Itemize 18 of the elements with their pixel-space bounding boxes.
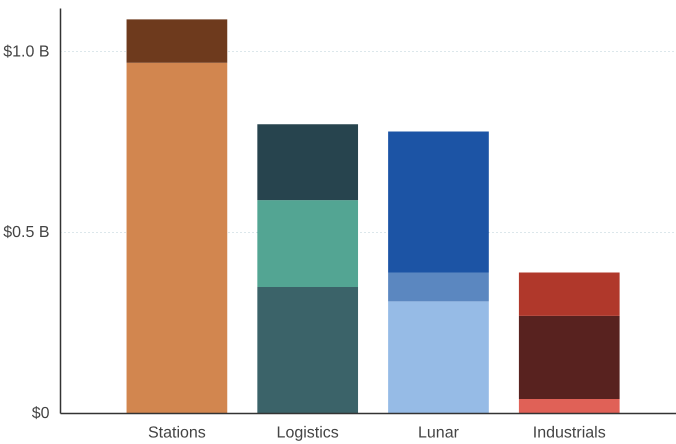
bar xyxy=(257,200,358,287)
bar xyxy=(518,272,620,316)
bar xyxy=(257,124,358,200)
bar xyxy=(518,316,620,400)
bar xyxy=(388,272,489,302)
bar xyxy=(126,62,228,414)
x-tick-label: Stations xyxy=(148,424,206,442)
y-tick-label: $0.5 B xyxy=(3,224,50,242)
y-tick-label: $1.0 B xyxy=(3,43,50,60)
bar xyxy=(518,399,620,414)
x-tick-label: Logistics xyxy=(276,424,339,442)
bar xyxy=(388,131,489,272)
bar xyxy=(388,301,489,414)
bar xyxy=(126,19,228,63)
x-tick-label: Industrials xyxy=(532,424,606,442)
x-tick-label: Lunar xyxy=(418,424,460,442)
y-tick-label: $0 xyxy=(32,405,50,422)
bar xyxy=(257,286,358,414)
